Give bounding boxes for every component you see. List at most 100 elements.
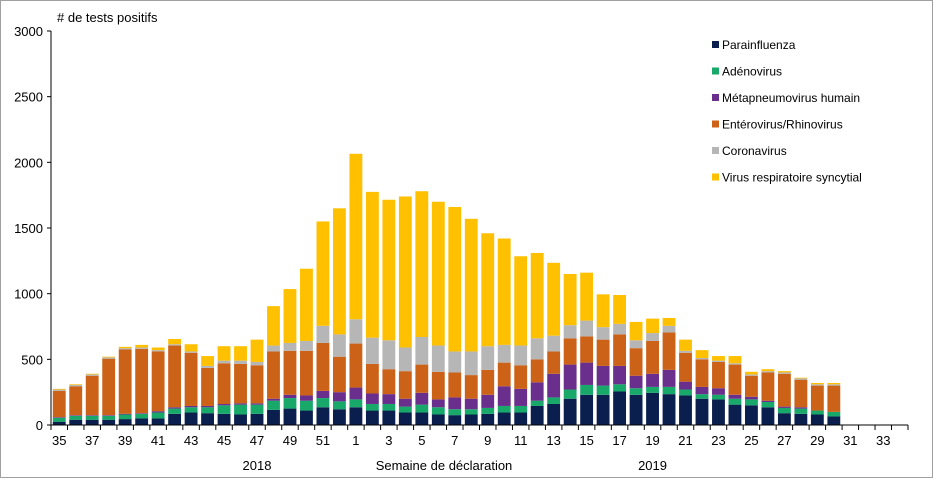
bar-segment (398, 371, 412, 399)
bar-segment (448, 206, 462, 352)
x-tick-label: 37 (85, 433, 99, 448)
bar-segment (777, 407, 791, 414)
bar-segment (234, 414, 247, 425)
y-tick-label: 1000 (14, 287, 43, 302)
bar-segment (810, 410, 824, 415)
bar-segment (613, 384, 627, 392)
bar-segment (679, 389, 692, 396)
x-tick-label: 45 (217, 433, 231, 448)
bar-segment (695, 386, 709, 395)
bar-segment (184, 412, 198, 425)
bar-segment (646, 386, 659, 393)
bar-segment (431, 201, 445, 346)
bar-segment (777, 372, 791, 374)
bar-segment (201, 407, 214, 414)
x-tick-label: 51 (316, 433, 330, 448)
bar-segment (184, 351, 198, 353)
bar-segment (646, 318, 659, 334)
x-tick-label: 29 (810, 433, 824, 448)
bar-segment (662, 325, 676, 333)
bar-segment (316, 398, 330, 408)
bar-segment (300, 410, 313, 425)
bar-segment (448, 351, 462, 373)
bar-segment (728, 404, 742, 425)
bar-segment (761, 402, 775, 408)
bar-segment (415, 191, 429, 338)
bar-segment (464, 398, 478, 410)
bar-segment (234, 360, 247, 364)
bar-segment (217, 405, 231, 414)
bar-segment (728, 363, 742, 365)
bar-segment (712, 361, 725, 389)
bar-segment (827, 382, 841, 385)
bar-segment (201, 413, 214, 425)
bar-segment (349, 407, 363, 425)
bar-segment (118, 414, 132, 420)
x-tick-label: 43 (184, 433, 198, 448)
bar-segment (810, 384, 824, 386)
bar-segment (382, 369, 396, 395)
bar-segment (613, 365, 627, 385)
legend-label: Parainfluenza (722, 38, 796, 52)
bar-segment (679, 395, 692, 425)
bar-segment (349, 343, 363, 388)
bar-segment (316, 390, 330, 399)
y-tick-label: 1500 (14, 221, 43, 236)
bar-segment (761, 407, 775, 425)
bar-segment (85, 415, 99, 416)
bar-segment (580, 272, 594, 321)
bar-segment (679, 352, 692, 382)
bar-segment (382, 410, 396, 425)
bar-segment (563, 325, 577, 339)
bar-segment (514, 256, 528, 346)
bar-segment (151, 418, 165, 425)
bar-segment (283, 394, 297, 399)
bar-segment (563, 364, 577, 390)
legend-swatch (712, 173, 719, 181)
bar-segment (332, 409, 346, 425)
bar-segment (102, 415, 116, 416)
bar-segment (168, 345, 182, 408)
x-tick-label: 35 (52, 433, 66, 448)
bar-segment (69, 384, 83, 385)
bar-segment (201, 365, 214, 368)
bar-segment (662, 317, 676, 326)
bar-segment (761, 372, 775, 401)
x-tick-label: 13 (546, 433, 560, 448)
year-labels: 2018 2019 (243, 458, 667, 473)
bar-segment (201, 356, 214, 366)
bar-segment (85, 374, 99, 376)
x-tick-label: 3 (385, 433, 392, 448)
x-tick-label: 15 (579, 433, 593, 448)
bar-segment (118, 419, 132, 425)
bar-segment (151, 347, 165, 351)
legend-label: Métapneumovirus humain (722, 91, 860, 105)
legend-swatch (712, 41, 719, 48)
bar-segment (580, 320, 594, 337)
bar-segment (415, 412, 429, 425)
bar-segment (69, 415, 83, 416)
y-tick-label: 0 (36, 418, 43, 433)
bar-segment (679, 350, 692, 353)
bar-segment (168, 407, 182, 409)
bar-segment (398, 398, 412, 407)
bar-segment (613, 334, 627, 366)
bar-segment (398, 196, 412, 348)
legend-label: Virus respiratoire syncytial (722, 171, 862, 185)
bar-segment (234, 363, 247, 404)
bar-segment (514, 345, 528, 366)
bar-segment (695, 359, 709, 387)
bar-segment (267, 409, 280, 425)
bar-segment (283, 289, 297, 343)
bar-segment (184, 352, 198, 406)
bar-segment (448, 372, 462, 398)
bar-segment (777, 371, 791, 373)
legend-swatch (712, 67, 719, 75)
bar-segment (332, 208, 346, 335)
bar-segment (250, 365, 264, 404)
bar-segment (728, 356, 742, 364)
bar-segment (497, 412, 511, 425)
bar-segment (547, 351, 561, 374)
bar-segment (497, 386, 511, 406)
